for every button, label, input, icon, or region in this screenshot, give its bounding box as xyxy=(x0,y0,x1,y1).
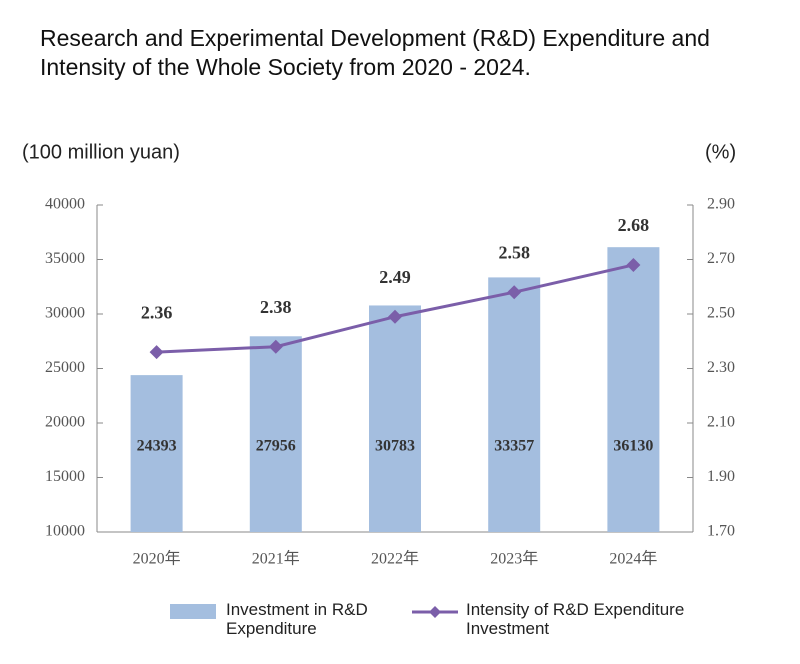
y2-tick-label: 2.30 xyxy=(707,359,735,376)
y2-tick-label: 2.50 xyxy=(707,305,735,322)
line-value-label: 2.49 xyxy=(379,267,411,287)
x-tick-label: 2024年 xyxy=(609,550,657,568)
bar-value-label: 30783 xyxy=(375,438,415,455)
bar xyxy=(488,277,541,532)
x-tick-label: 2021年 xyxy=(252,550,300,568)
bar-value-label: 24393 xyxy=(137,438,177,455)
line-value-label: 2.38 xyxy=(260,297,292,317)
y2-tick-label: 2.10 xyxy=(707,414,735,431)
y-tick-label: 35000 xyxy=(45,250,85,267)
bar xyxy=(130,375,183,532)
y2-tick-label: 2.70 xyxy=(707,250,735,267)
line-marker xyxy=(268,339,283,354)
y-tick-label: 30000 xyxy=(45,305,85,322)
y-tick-label: 20000 xyxy=(45,414,85,431)
y-tick-label: 40000 xyxy=(45,196,85,213)
y-tick-label: 25000 xyxy=(45,359,85,376)
x-tick-label: 2020年 xyxy=(133,550,181,568)
y-tick-label: 15000 xyxy=(45,468,85,485)
legend-marker xyxy=(429,606,441,618)
bar xyxy=(607,247,660,533)
bar xyxy=(369,305,421,532)
line-value-label: 2.58 xyxy=(498,242,530,262)
y2-tick-label: 1.70 xyxy=(707,523,735,540)
x-tick-label: 2022年 xyxy=(371,550,419,568)
line-marker xyxy=(626,257,641,272)
y-tick-label: 10000 xyxy=(45,523,85,540)
chart-title: Research and Experimental Development (R… xyxy=(40,25,710,80)
y-axis-label: (100 million yuan) xyxy=(22,141,180,163)
legend-label: Investment in R&D Expenditure xyxy=(226,600,368,638)
bar-value-label: 27956 xyxy=(256,438,296,455)
legend-label: Intensity of R&D Expenditure Investment xyxy=(466,600,685,638)
y2-axis-label: (%) xyxy=(705,141,736,163)
x-tick-label: 2023年 xyxy=(490,550,538,568)
bar-value-label: 33357 xyxy=(494,438,534,455)
line-marker xyxy=(507,285,522,300)
legend-swatch xyxy=(412,606,458,618)
line-marker xyxy=(149,345,164,360)
line-value-label: 2.68 xyxy=(618,215,650,235)
legend-swatch xyxy=(170,604,216,619)
y2-tick-label: 1.90 xyxy=(707,468,735,485)
line-value-label: 2.36 xyxy=(141,302,173,322)
line-marker xyxy=(388,309,402,324)
y2-tick-label: 2.90 xyxy=(707,196,735,213)
bar-value-label: 36130 xyxy=(613,438,653,455)
bar xyxy=(249,336,302,532)
